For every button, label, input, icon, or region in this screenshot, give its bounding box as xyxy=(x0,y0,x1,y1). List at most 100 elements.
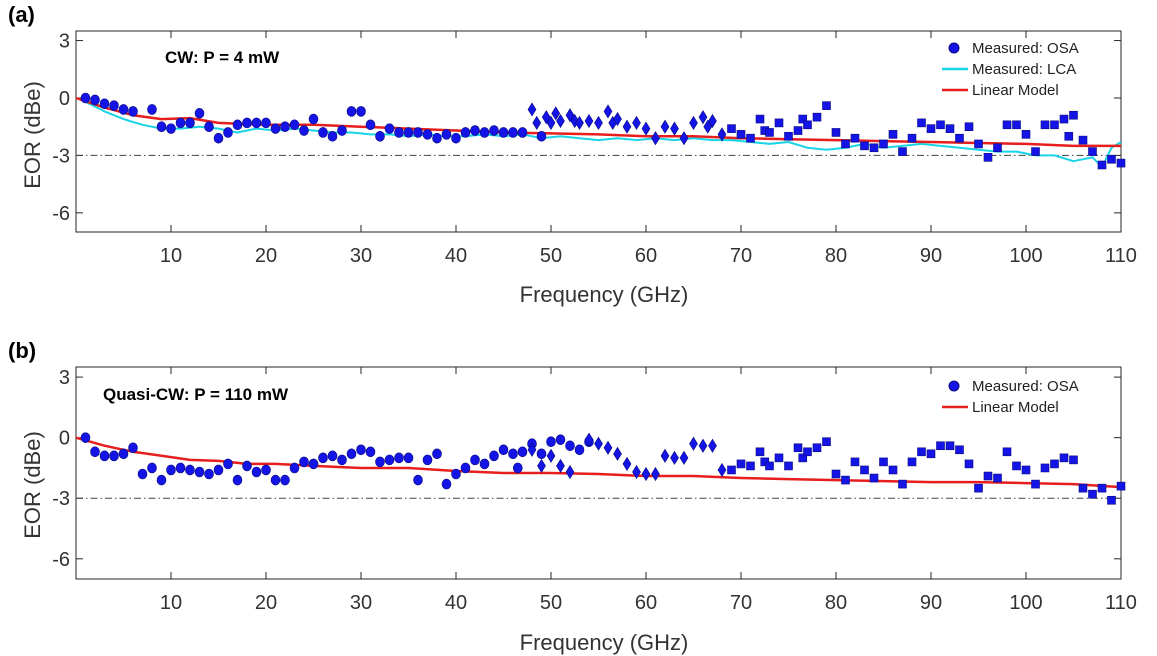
osa-square-point xyxy=(798,453,808,463)
osa-square-point xyxy=(812,112,822,122)
x-tick-label: 70 xyxy=(730,592,752,614)
osa-diamond-point xyxy=(575,115,584,130)
osa-square-point xyxy=(774,453,784,463)
osa-square-point xyxy=(860,141,869,151)
x-tick-label: 20 xyxy=(255,592,277,614)
annotation: Quasi-CW: P = 110 mW xyxy=(103,385,289,404)
x-tick-label: 40 xyxy=(445,592,467,614)
y-axis-label: EOR (dBe) xyxy=(20,81,45,189)
osa-circle-point xyxy=(213,132,224,144)
osa-diamond-point xyxy=(641,466,651,482)
osa-diamond-point xyxy=(679,131,689,146)
osa-square-point xyxy=(1069,110,1078,120)
x-tick-label: 60 xyxy=(635,245,657,267)
panel-label: (a) xyxy=(8,2,35,27)
osa-circle-point xyxy=(394,127,404,138)
osa-circle-point xyxy=(242,460,252,472)
osa-square-point xyxy=(793,126,803,135)
osa-circle-point xyxy=(251,117,262,129)
osa-circle-point xyxy=(460,462,471,474)
osa-diamond-point xyxy=(660,119,670,134)
osa-square-point xyxy=(1031,147,1040,156)
osa-circle-point xyxy=(232,474,243,486)
osa-circle-point xyxy=(394,452,404,464)
x-tick-label: 10 xyxy=(160,592,182,614)
osa-square-point xyxy=(1040,463,1050,473)
osa-square-point xyxy=(1050,459,1059,469)
osa-square-point xyxy=(917,447,926,457)
osa-square-point xyxy=(765,128,774,137)
x-tick-label: 70 xyxy=(730,245,752,267)
osa-circle-point xyxy=(194,466,205,478)
legend: Measured: OSA Measured: LCA Linear Model xyxy=(942,40,1079,99)
osa-square-point xyxy=(755,447,765,457)
osa-circle-point xyxy=(223,458,233,470)
osa-circle-point xyxy=(498,444,509,456)
panel-a: (a) CW: P = 4 mW Frequency (GHz) EOR (dB… xyxy=(8,2,1137,307)
x-tick-label: 110 xyxy=(1105,592,1137,614)
osa-diamond-point xyxy=(551,106,561,121)
osa-circle-point xyxy=(299,456,309,468)
osa-circle-point xyxy=(574,444,585,456)
osa-square-point xyxy=(850,457,860,467)
osa-square-point xyxy=(1059,114,1069,124)
osa-circle-point xyxy=(441,478,452,490)
osa-diamond-point xyxy=(594,436,603,451)
osa-circle-point xyxy=(432,448,442,460)
osa-circle-point xyxy=(451,132,461,144)
osa-circle-point xyxy=(470,454,480,466)
osa-diamond-point xyxy=(670,121,679,136)
x-tick-label: 90 xyxy=(920,245,942,267)
osa-circle-point xyxy=(365,446,376,458)
osa-circle-point xyxy=(384,123,395,134)
osa-circle-point xyxy=(327,130,338,142)
plot-area xyxy=(75,366,1122,580)
osa-square-point xyxy=(964,459,974,469)
osa-square-point xyxy=(1116,481,1126,491)
osa-circle-point xyxy=(365,119,376,131)
osa-diamond-point xyxy=(641,121,651,136)
x-tick-label: 110 xyxy=(1105,245,1137,267)
osa-square-point xyxy=(736,130,746,139)
osa-circle-point xyxy=(536,130,547,142)
x-tick-label: 30 xyxy=(350,592,372,614)
osa-square-point xyxy=(1002,120,1012,130)
annotation: CW: P = 4 mW xyxy=(165,48,280,67)
osa-square-point xyxy=(1021,130,1031,139)
osa-circle-point xyxy=(251,466,262,478)
osa-circle-point xyxy=(232,119,243,131)
legend: Measured: OSA Linear Model xyxy=(942,378,1079,416)
osa-square-point xyxy=(1064,131,1074,141)
osa-square-point xyxy=(879,139,888,149)
osa-square-point xyxy=(736,459,746,469)
osa-square-point xyxy=(1107,154,1116,164)
osa-diamond-point xyxy=(717,127,727,142)
osa-circle-point xyxy=(432,132,442,144)
panel-label: (b) xyxy=(8,338,36,363)
osa-circle-point xyxy=(375,130,385,142)
osa-circle-point xyxy=(90,94,100,106)
osa-square-point xyxy=(1116,158,1126,168)
osa-diamond-point xyxy=(546,448,556,463)
y-tick-label: -6 xyxy=(52,549,70,571)
osa-square-point xyxy=(907,133,917,143)
osa-square-point xyxy=(907,457,917,467)
osa-square-point xyxy=(784,461,793,471)
osa-circle-point xyxy=(413,474,423,486)
osa-circle-point xyxy=(99,450,110,462)
osa-circle-point xyxy=(204,468,214,480)
osa-circle-point xyxy=(555,434,566,445)
osa-square-point xyxy=(765,461,774,471)
y-tick-label: -3 xyxy=(52,145,70,167)
osa-square-point xyxy=(955,133,964,143)
x-tick-label: 50 xyxy=(540,592,562,614)
osa-circle-point xyxy=(346,448,357,460)
osa-circle-point xyxy=(194,108,205,119)
osa-circle-point xyxy=(109,100,119,111)
osa-circle-point xyxy=(299,125,309,136)
x-tick-label: 60 xyxy=(635,592,657,614)
osa-square-point xyxy=(803,447,812,457)
osa-square-point xyxy=(974,139,983,149)
osa-circle-point xyxy=(128,442,138,454)
y-tick-label: -3 xyxy=(52,488,70,510)
